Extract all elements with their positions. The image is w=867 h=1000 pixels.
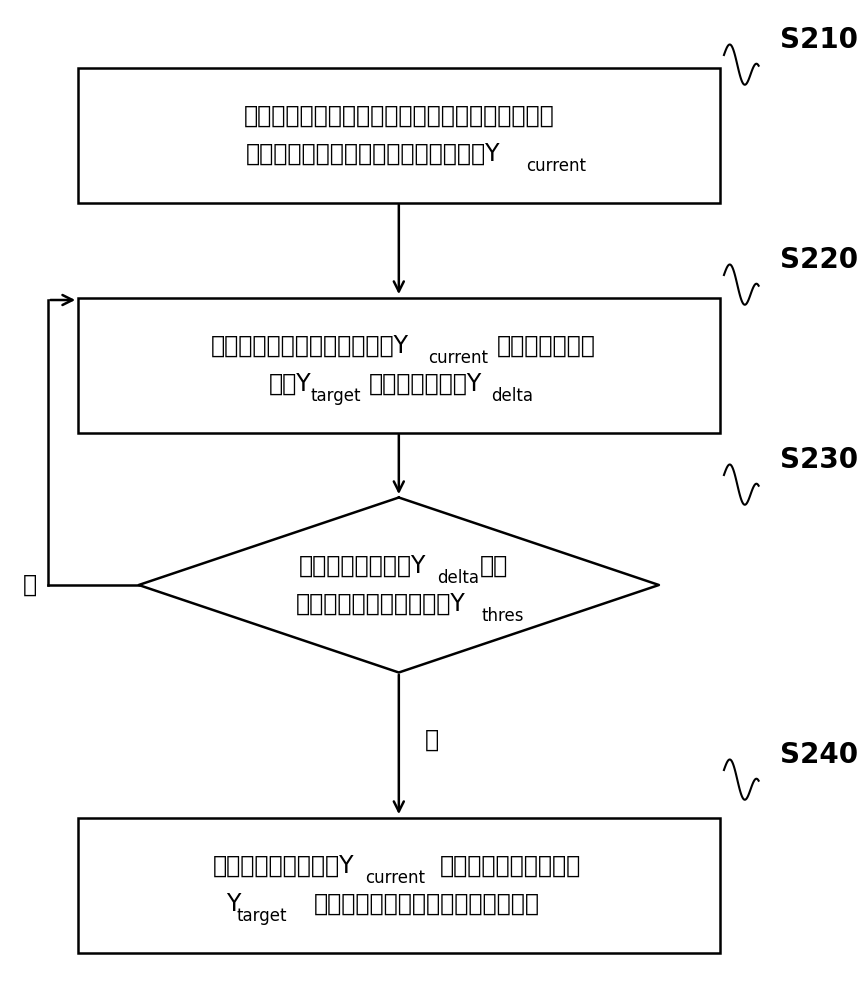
Text: 的方向上对视频帧曝光参数执行调节: 的方向上对视频帧曝光参数执行调节 xyxy=(313,892,539,916)
Text: 度值Y: 度值Y xyxy=(269,372,311,396)
Text: S220: S220 xyxy=(780,246,858,274)
Text: 检测亮度差绝对值Y: 检测亮度差绝对值Y xyxy=(299,554,426,578)
Text: delta: delta xyxy=(437,569,479,587)
Text: 接近视频帧期望亮度值: 接近视频帧期望亮度值 xyxy=(440,854,581,878)
Text: 检测获取到的视频帧实际亮度Y: 检测获取到的视频帧实际亮度Y xyxy=(212,334,409,358)
Text: current: current xyxy=(427,349,487,367)
Text: target: target xyxy=(310,387,361,405)
Bar xyxy=(78,298,720,432)
Text: thres: thres xyxy=(481,607,524,625)
Text: delta: delta xyxy=(491,387,533,405)
Text: 的亮度差绝对值Y: 的亮度差绝对值Y xyxy=(369,372,482,396)
Text: 与视频帧期望亮: 与视频帧期望亮 xyxy=(497,334,596,358)
Text: 当检测到准备下一帧周期的视频帧拍摄的触发事件: 当检测到准备下一帧周期的视频帧拍摄的触发事件 xyxy=(244,104,554,128)
Bar xyxy=(78,818,720,952)
Bar xyxy=(78,68,720,202)
Text: 时，获取当前帧周期的视频帧实际亮度Y: 时，获取当前帧周期的视频帧实际亮度Y xyxy=(245,142,500,166)
Text: S240: S240 xyxy=(780,741,858,769)
Text: 是: 是 xyxy=(23,573,37,597)
Text: S210: S210 xyxy=(780,26,858,54)
Text: target: target xyxy=(236,907,286,925)
Text: 在使视频帧实际亮度Y: 在使视频帧实际亮度Y xyxy=(212,854,355,878)
Text: 是否: 是否 xyxy=(480,554,508,578)
Text: current: current xyxy=(525,157,586,175)
Text: Y: Y xyxy=(226,892,241,916)
Text: 否: 否 xyxy=(425,728,439,752)
Text: S230: S230 xyxy=(780,446,858,474)
Text: current: current xyxy=(365,869,425,887)
Polygon shape xyxy=(139,498,659,672)
Text: 未超过预设的亮度差阈值Y: 未超过预设的亮度差阈值Y xyxy=(296,592,465,616)
